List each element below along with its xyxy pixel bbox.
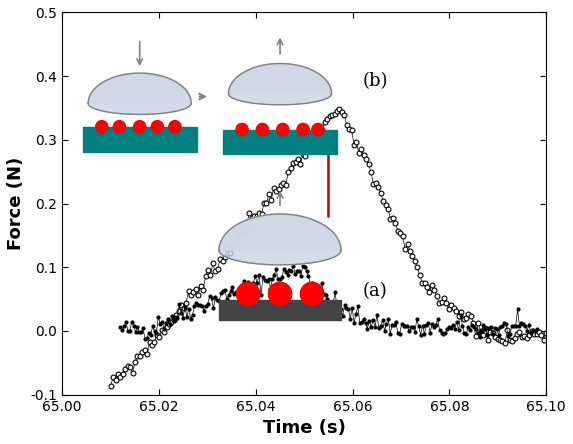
Text: (a): (a): [362, 282, 387, 300]
Text: (b): (b): [362, 71, 388, 90]
Y-axis label: Force (N): Force (N): [7, 157, 25, 250]
X-axis label: Time (s): Time (s): [263, 419, 346, 437]
